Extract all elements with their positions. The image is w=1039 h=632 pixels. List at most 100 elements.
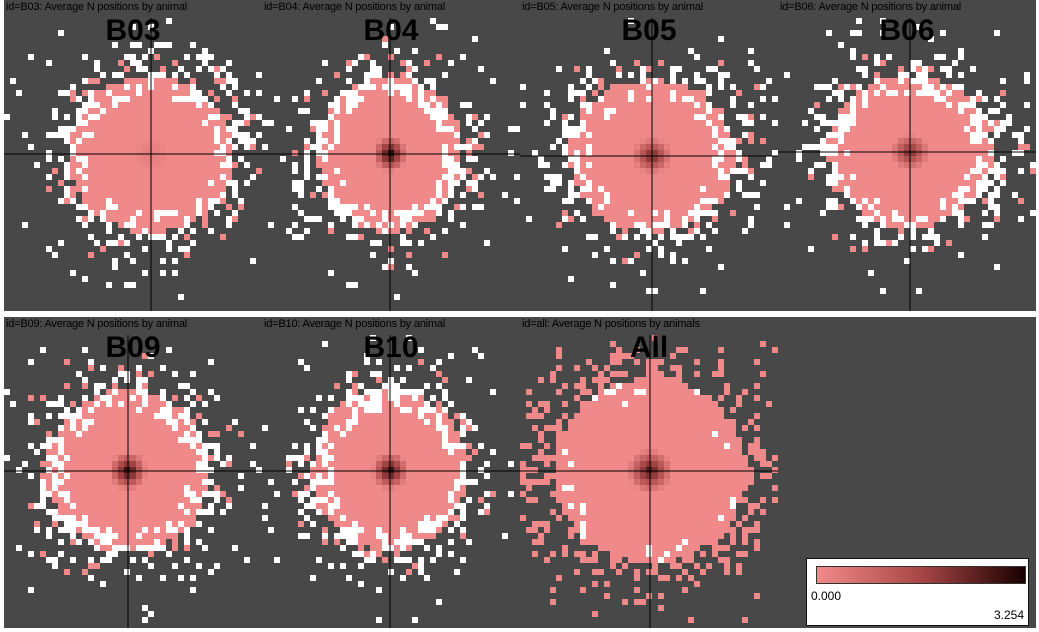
heat-cell [124, 84, 130, 90]
heat-cell [682, 467, 688, 473]
heat-cell [640, 132, 646, 138]
heat-cell [172, 509, 178, 515]
heat-cell [94, 138, 100, 144]
heat-cell [730, 138, 736, 144]
heat-cell [172, 503, 178, 509]
heat-cell [148, 545, 154, 551]
heat-cell [124, 282, 130, 288]
heat-cell [670, 186, 676, 192]
heat-cell [292, 96, 298, 102]
heat-cell [598, 455, 604, 461]
panel-title: B10 [363, 331, 419, 364]
heat-cell [406, 216, 412, 222]
heat-cell [682, 174, 688, 180]
heat-cell [172, 120, 178, 126]
heat-cell [448, 449, 454, 455]
heat-cell [178, 66, 184, 72]
heat-cell [808, 144, 814, 150]
heat-cell [436, 102, 442, 108]
heat-cell [160, 114, 166, 120]
heat-cell [616, 222, 622, 228]
heat-cell [322, 413, 328, 419]
heat-cell [364, 210, 370, 216]
heat-cell [400, 78, 406, 84]
heat-cell [670, 395, 676, 401]
heat-cell [154, 425, 160, 431]
heat-cell [208, 228, 214, 234]
heat-cell [904, 162, 910, 168]
heat-cell [424, 503, 430, 509]
heat-cell [94, 102, 100, 108]
heat-cell [130, 539, 136, 545]
heat-cell [340, 545, 346, 551]
heat-cell [124, 395, 130, 401]
heat-cell [676, 66, 682, 72]
heat-cell [346, 144, 352, 150]
heat-cell [814, 84, 820, 90]
heat-cell [370, 150, 376, 156]
heatmap-panel-b06: id=B06: Average N positions by animal B0… [778, 0, 1036, 311]
heat-cell [442, 425, 448, 431]
heat-cell [610, 371, 616, 377]
heat-cell [874, 192, 880, 198]
heat-cell [484, 473, 490, 479]
heat-cell [124, 545, 130, 551]
heat-cell [298, 180, 304, 186]
heat-cell [922, 72, 928, 78]
heat-cell [430, 150, 436, 156]
heat-cell [910, 174, 916, 180]
heat-cell [430, 138, 436, 144]
heat-cell [118, 72, 124, 78]
heat-cell [562, 449, 568, 455]
heat-cell [238, 108, 244, 114]
heat-cell [334, 419, 340, 425]
heat-cell [712, 156, 718, 162]
heat-cell [598, 467, 604, 473]
heat-cell [346, 539, 352, 545]
heat-cell [646, 389, 652, 395]
heat-cell [880, 18, 886, 24]
heat-cell [358, 216, 364, 222]
heat-cell [100, 174, 106, 180]
heat-cell [568, 84, 574, 90]
heat-cell [346, 156, 352, 162]
heat-cell [712, 66, 718, 72]
heat-cell [184, 162, 190, 168]
heat-cell [958, 102, 964, 108]
heat-cell [712, 150, 718, 156]
heat-cell [406, 90, 412, 96]
heat-cell [928, 78, 934, 84]
heat-cell [118, 419, 124, 425]
heat-cell [622, 258, 628, 264]
heat-cell [130, 222, 136, 228]
heat-cell [106, 407, 112, 413]
heat-cell [658, 371, 664, 377]
heat-cell [628, 18, 634, 24]
heat-cell [958, 48, 964, 54]
heat-cell [400, 503, 406, 509]
heat-cell [394, 162, 400, 168]
heat-cell [160, 78, 166, 84]
heat-cell [172, 371, 178, 377]
heat-cell [550, 180, 556, 186]
heat-cell [196, 156, 202, 162]
heat-cell [190, 102, 196, 108]
heat-cell [382, 168, 388, 174]
heat-cell [100, 162, 106, 168]
heat-cell [370, 401, 376, 407]
heat-cell [646, 222, 652, 228]
heat-cell [418, 485, 424, 491]
heat-cell [76, 479, 82, 485]
heat-cell [664, 162, 670, 168]
heat-cell [916, 114, 922, 120]
heat-cell [124, 461, 130, 467]
heat-cell [118, 180, 124, 186]
heat-cell [154, 150, 160, 156]
heat-cell [370, 126, 376, 132]
heat-cell [70, 162, 76, 168]
heat-cell [688, 126, 694, 132]
heat-cell [490, 78, 496, 84]
heat-cell [190, 240, 196, 246]
heat-cell [358, 419, 364, 425]
heat-cell [640, 180, 646, 186]
